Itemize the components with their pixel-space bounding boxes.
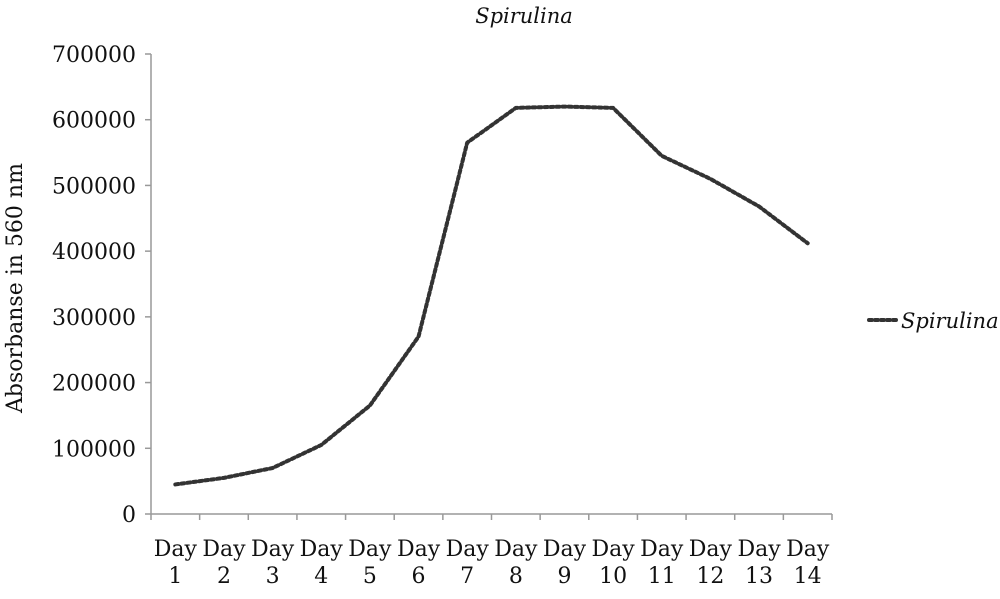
x-tick-label: Day 1 (154, 537, 198, 589)
x-tick-label-line: Day (397, 537, 441, 562)
x-tick-label: Day 5 (348, 537, 392, 589)
x-tick-label-line: Day (592, 537, 636, 562)
x-tick-label-line: 5 (363, 564, 377, 589)
x-tick-label: Day 13 (737, 537, 781, 589)
x-tick-label-line: 1 (168, 564, 182, 589)
y-tick-label: 100000 (52, 437, 136, 462)
x-tick-label: Day 9 (543, 537, 587, 589)
x-tick-label-line: Day (640, 537, 684, 562)
data-point-day-7 (461, 137, 473, 149)
x-tick-label-line: 11 (648, 564, 676, 589)
x-tick-label-line: 10 (599, 564, 627, 589)
x-tick-label: Day 12 (689, 537, 733, 589)
data-point-day-13 (753, 200, 765, 212)
y-axis-ticks: 0 100000 200000 300000 400000 500000 600000 700… (52, 43, 151, 528)
data-point-day-3 (267, 462, 279, 474)
x-tick-label-line: 2 (217, 564, 231, 589)
data-point-day-11 (656, 150, 668, 162)
data-point-day-4 (315, 439, 327, 451)
series-line-spirulina (173, 104, 810, 487)
x-tick-label-line: 6 (412, 564, 426, 589)
x-tick-label-line: 3 (266, 564, 280, 589)
legend: Spirulina (867, 309, 999, 333)
chart-title: Spirulina (475, 4, 573, 28)
data-point-day-14 (802, 237, 814, 249)
data-point-day-12 (704, 173, 716, 185)
x-tick-label: Day 2 (202, 537, 246, 589)
data-point-day-2 (218, 472, 230, 484)
y-tick-label: 200000 (52, 372, 136, 397)
x-tick-label: Day 8 (494, 537, 538, 589)
x-tick-label-line: Day (154, 537, 198, 562)
x-tick-label-line: Day (251, 537, 295, 562)
x-tick-label-line: Day (543, 537, 587, 562)
x-tick-label-line: 4 (314, 564, 328, 589)
x-tick-label: Day 14 (786, 537, 830, 589)
x-tick-label: Day 3 (251, 537, 295, 589)
x-tick-label-line: Day (446, 537, 490, 562)
data-point-day-6 (413, 331, 425, 343)
x-tick-label-line: 13 (745, 564, 773, 589)
y-tick-label: 0 (122, 503, 136, 528)
x-tick-label: Day 7 (446, 537, 490, 589)
x-tick-label-line: 7 (460, 564, 474, 589)
x-tick-label-line: 14 (794, 564, 822, 589)
x-tick-label-line: Day (300, 537, 344, 562)
data-point-day-8 (510, 102, 522, 114)
y-tick-label: 400000 (52, 240, 136, 265)
x-tick-label: Day 6 (397, 537, 441, 589)
x-tick-label-line: Day (737, 537, 781, 562)
y-tick-label: 300000 (52, 306, 136, 331)
x-tick-label-line: Day (689, 537, 733, 562)
x-tick-label-line: 12 (696, 564, 724, 589)
x-tick-label-line: Day (786, 537, 830, 562)
y-tick-label: 600000 (52, 109, 136, 134)
x-tick-label-line: 8 (509, 564, 523, 589)
data-point-day-9 (558, 101, 570, 113)
y-axis-label: Absorbanse in 560 nm (3, 163, 28, 414)
x-tick-label-line: Day (202, 537, 246, 562)
y-tick-label: 500000 (52, 174, 136, 199)
x-tick-label-line: 9 (557, 564, 571, 589)
x-tick-label: Day 11 (640, 537, 684, 589)
x-tick-label-line: Day (494, 537, 538, 562)
series-layer (169, 101, 814, 490)
x-tick-label-line: Day (348, 537, 392, 562)
x-tick-label: Day 4 (300, 537, 344, 589)
x-tick-label: Day 10 (592, 537, 636, 589)
data-point-day-10 (607, 102, 619, 114)
y-tick-label: 700000 (52, 43, 136, 68)
data-point-day-1 (169, 478, 181, 490)
legend-label-spirulina: Spirulina (901, 309, 999, 333)
data-point-day-5 (364, 400, 376, 412)
